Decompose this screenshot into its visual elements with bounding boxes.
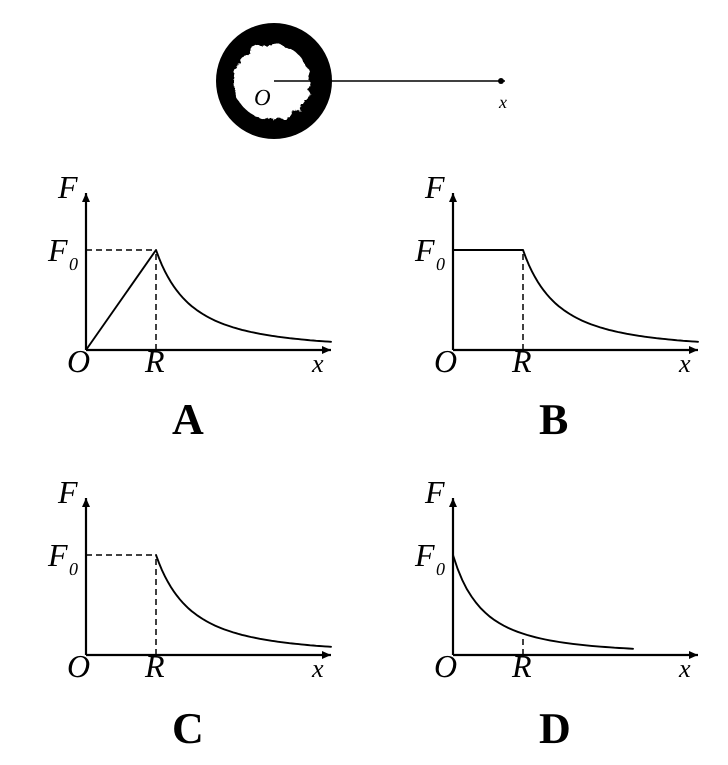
svg-text:x: x [311,349,324,378]
svg-text:0: 0 [69,559,78,579]
svg-text:x: x [498,92,507,112]
svg-text:F: F [57,169,78,205]
svg-text:O: O [67,648,90,684]
svg-text:O: O [67,343,90,379]
svg-text:R: R [144,343,165,379]
svg-text:O: O [434,343,457,379]
svg-text:x: x [678,654,691,683]
svg-text:F: F [424,474,445,510]
svg-text:R: R [144,648,165,684]
svg-text:A: A [172,395,204,444]
svg-text:O: O [434,648,457,684]
svg-text:O: O [254,85,271,110]
svg-text:F: F [47,232,68,268]
svg-text:0: 0 [436,559,445,579]
svg-text:F: F [47,537,68,573]
svg-text:F: F [57,474,78,510]
svg-text:F: F [414,537,435,573]
svg-text:0: 0 [436,254,445,274]
svg-text:B: B [539,395,568,444]
svg-text:x: x [678,349,691,378]
svg-text:D: D [539,704,571,753]
svg-text:0: 0 [69,254,78,274]
svg-text:C: C [172,704,204,753]
svg-text:R: R [511,343,532,379]
svg-text:x: x [311,654,324,683]
svg-text:F: F [414,232,435,268]
svg-text:R: R [511,648,532,684]
svg-text:F: F [424,169,445,205]
